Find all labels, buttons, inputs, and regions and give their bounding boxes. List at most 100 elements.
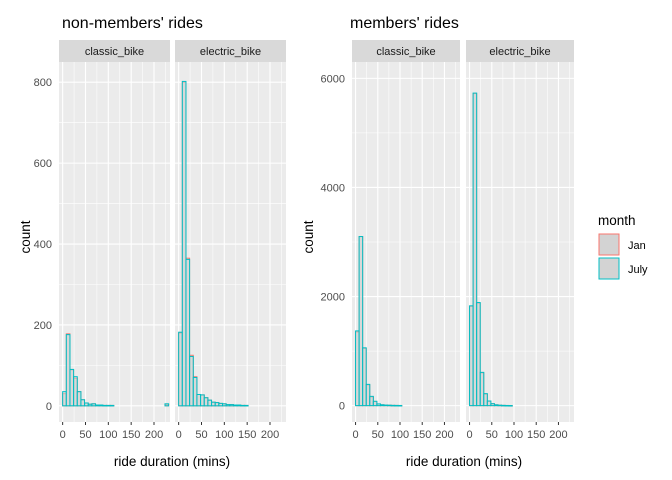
histogram-bar-july [95, 404, 100, 407]
histogram-bar-july [109, 404, 115, 407]
histogram-bar-july [483, 393, 488, 407]
y-tick-labels-members: 0 2000 4000 6000 [321, 73, 345, 412]
legend-label-jan: Jan [628, 240, 646, 252]
legend-key-jan [598, 233, 620, 256]
histogram-bar-july [397, 404, 403, 407]
x-tick-label: 100 [505, 429, 523, 441]
histogram-bar-july [362, 347, 367, 407]
histogram-bar-july [73, 376, 78, 407]
histogram-bar-july [469, 305, 474, 407]
x-tick-labels: 0 50 100 150 200 [352, 422, 454, 441]
facet-strip [59, 40, 170, 62]
facet-members-classic-bike: classic_bike 0 50 100 150 200 [352, 40, 460, 441]
histogram-bar-july [486, 400, 492, 407]
x-tick-label: 50 [195, 429, 207, 441]
facet-strip-label: classic_bike [85, 46, 144, 58]
y-axis-title-non-members: count [18, 220, 33, 253]
histogram-bar-july [493, 404, 499, 407]
histogram-bar-july [76, 391, 82, 407]
histogram-bar-july [355, 330, 360, 407]
histogram-bar-july [508, 405, 513, 407]
histogram-bar-july [196, 393, 202, 407]
x-axis-title-members: ride duration (mins) [406, 454, 522, 469]
facet-strip [352, 40, 460, 62]
y-tick-label: 0 [339, 401, 345, 413]
facet-members-electric-bike: electric_bike 0 50 100 150 200 [466, 40, 574, 441]
facet-strip [466, 40, 574, 62]
histogram-bar-july [236, 404, 242, 407]
histogram-bar-july [164, 403, 170, 407]
histogram-bar-july [214, 402, 220, 407]
y-tick-label: 0 [46, 401, 52, 413]
y-tick-label: 2000 [321, 292, 345, 304]
x-tick-labels: 0 50 100 150 200 [176, 422, 279, 441]
histogram-bar-july [358, 236, 364, 407]
histogram-bar-july [229, 404, 234, 407]
x-tick-label: 50 [372, 429, 384, 441]
histogram-bar-july [185, 258, 191, 407]
histogram-bar-july [504, 404, 510, 407]
x-axis-title-non-members: ride duration (mins) [114, 454, 230, 469]
x-tick-label: 150 [238, 429, 256, 441]
y-tick-label: 600 [34, 158, 52, 170]
histogram-bar-july [62, 391, 67, 407]
facet-non-members-classic-bike: classic_bike 0 50 100 150 200 [59, 40, 170, 441]
x-tick-label: 0 [176, 429, 182, 441]
x-tick-label: 200 [261, 429, 279, 441]
x-tick-label: 100 [391, 429, 409, 441]
histogram-bars [178, 80, 249, 407]
x-tick-label: 150 [122, 429, 140, 441]
facet-strip-label: classic_bike [376, 46, 435, 58]
gridlines [59, 62, 170, 422]
facet-strip-label: electric_bike [200, 46, 261, 58]
histogram-bar-july [376, 403, 381, 407]
x-tick-label: 200 [435, 429, 453, 441]
histogram-bar-july [189, 355, 194, 407]
histogram-bar-july [207, 399, 213, 407]
x-tick-label: 200 [549, 429, 567, 441]
histogram-bar-july [240, 404, 245, 407]
histogram-bars [62, 333, 170, 407]
facet-non-members-electric-bike: electric_bike 0 50 100 150 200 [175, 40, 286, 441]
histogram-bar-july [80, 399, 86, 407]
histogram-bars [469, 92, 513, 407]
histogram-bar-july [490, 403, 495, 407]
legend: month Jan July [598, 213, 648, 280]
histogram-bar-july [369, 395, 374, 407]
facet-strip-label: electric_bike [489, 46, 550, 58]
facet-panel [59, 62, 170, 422]
x-tick-label: 100 [99, 429, 117, 441]
y-tick-labels-non-members: 0 200 400 600 800 [34, 77, 52, 413]
histogram-bar-july [387, 404, 392, 407]
x-tick-label: 100 [215, 429, 233, 441]
histogram-bar-july [383, 404, 389, 407]
histogram-bar-july [394, 404, 399, 407]
plot-title-non-members: non-members' rides [62, 15, 203, 32]
histogram-bar-july [218, 402, 224, 407]
histogram-bar-july [476, 302, 481, 407]
histogram-bar-july [102, 404, 108, 407]
legend-key-july [598, 257, 620, 280]
y-tick-label: 200 [34, 320, 52, 332]
y-tick-label: 6000 [321, 73, 345, 85]
histogram-bar-july [65, 334, 71, 407]
histogram-bar-july [181, 80, 187, 407]
histogram-bar-july [91, 403, 97, 407]
histogram-bar-july [69, 368, 75, 407]
x-tick-label: 200 [145, 429, 163, 441]
histogram-bar-july [203, 397, 209, 407]
histogram-bar-july [200, 394, 205, 407]
histogram-bar-july [178, 331, 183, 407]
histogram-bar-july [472, 92, 478, 407]
x-tick-label: 50 [486, 429, 498, 441]
histogram-bar-july [222, 403, 227, 407]
y-tick-label: 800 [34, 77, 52, 89]
histogram-bar-july [372, 400, 378, 407]
x-tick-labels: 0 50 100 150 200 [466, 422, 568, 441]
histogram-bar-july [501, 404, 506, 407]
x-tick-label: 50 [79, 429, 91, 441]
y-tick-label: 4000 [321, 182, 345, 194]
histogram-bar-july [98, 404, 104, 407]
histogram-bar-july [479, 371, 485, 407]
